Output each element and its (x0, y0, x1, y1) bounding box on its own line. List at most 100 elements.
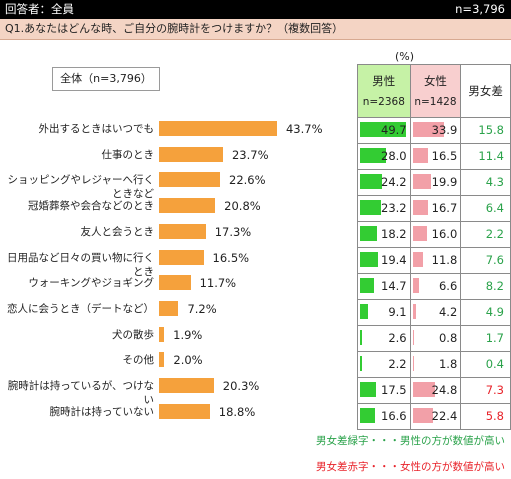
female-bar (412, 304, 417, 319)
overall-bar (159, 275, 191, 291)
female-bar (412, 122, 444, 137)
category-label: 恋人に会うとき（デートなど） (7, 302, 154, 315)
overall-bar (159, 223, 206, 239)
table-row: 28.0 16.5 11.4 (357, 143, 511, 170)
female-value: 16.5 (431, 149, 458, 163)
diff-cell: 7.3 (460, 377, 511, 404)
female-cell: 33.9 (409, 117, 462, 144)
diff-cell: 1.7 (460, 325, 511, 352)
male-bar (360, 330, 363, 345)
diff-label: 男女差 (468, 84, 503, 98)
diff-value: 11.4 (478, 149, 504, 163)
category-label: ショッピングやレジャーへ行くときなど (7, 174, 154, 201)
diff-value: 6.4 (485, 201, 504, 215)
overall-bar (159, 403, 210, 419)
table-row: 49.7 33.9 15.8 (357, 117, 511, 144)
male-value: 2.6 (388, 331, 407, 345)
male-bar (360, 408, 376, 423)
category-label: 腕時計は持っているが、つけない (7, 380, 154, 406)
overall-bar (159, 172, 221, 188)
female-bar (412, 200, 428, 215)
female-bar (412, 408, 434, 423)
female-cell: 24.8 (409, 377, 462, 404)
female-cell: 4.2 (409, 299, 462, 326)
male-value: 19.4 (381, 253, 407, 267)
male-cell: 23.2 (357, 195, 411, 222)
female-bar (412, 382, 436, 397)
table-row: 16.6 22.4 5.8 (357, 403, 511, 430)
female-label: 女性 (423, 74, 447, 88)
table-row: 14.7 6.6 8.2 (357, 273, 511, 300)
overall-bar (159, 249, 204, 265)
gender-table: 男性 n=2368 女性 n=1428 男女差 49.7 33.9 15.8 28.0… (357, 64, 511, 430)
male-value: 28.0 (381, 149, 407, 163)
category-label: ウォーキングやジョギング (28, 277, 154, 290)
female-bar (412, 278, 419, 293)
overall-value: 2.0% (173, 353, 203, 368)
female-value: 24.8 (431, 383, 458, 397)
female-cell: 16.5 (409, 143, 462, 170)
male-value: 24.2 (381, 175, 407, 189)
overall-value: 7.2% (187, 301, 217, 316)
male-cell: 16.6 (357, 403, 411, 430)
male-bar (360, 122, 406, 137)
female-n: n=1428 (414, 96, 457, 108)
male-header: 男性 n=2368 (357, 64, 411, 118)
overall-bar (159, 326, 165, 342)
female-value: 0.8 (438, 331, 458, 345)
male-value: 18.2 (381, 227, 407, 241)
diff-value: 7.6 (485, 253, 504, 267)
overall-bar (159, 146, 223, 162)
female-value: 22.4 (431, 409, 458, 423)
category-label: 仕事のとき (101, 148, 155, 161)
table-row: 23.2 16.7 6.4 (357, 195, 511, 222)
diff-value: 4.3 (485, 175, 504, 189)
male-label: 男性 (372, 74, 396, 88)
female-value: 1.8 (438, 357, 458, 371)
male-cell: 14.7 (357, 273, 411, 300)
overall-value: 20.3% (222, 379, 260, 393)
male-bar (360, 148, 386, 163)
male-bar (360, 174, 383, 189)
female-value: 19.9 (431, 175, 458, 189)
diff-value: 1.7 (485, 331, 504, 345)
category-label: 冠婚葬祭や会合などのとき (28, 200, 154, 213)
male-value: 14.7 (381, 279, 407, 293)
table-row: 2.6 0.8 1.7 (357, 325, 511, 352)
diff-value: 5.8 (485, 409, 504, 423)
female-bar (412, 226, 428, 241)
male-cell: 24.2 (357, 169, 411, 196)
category-label: 外出するときはいつでも (38, 123, 155, 135)
question-bar: Q1.あなたはどんな時、ご自分の腕時計をつけますか？（複数回答） (0, 19, 511, 40)
diff-cell: 4.9 (460, 299, 511, 326)
table-row: 2.2 1.8 0.4 (357, 351, 511, 378)
table-row: 24.2 19.9 4.3 (357, 169, 511, 196)
overall-value: 43.7% (285, 122, 323, 136)
male-cell: 49.7 (357, 117, 411, 144)
table-header-row: 男性 n=2368 女性 n=1428 男女差 (357, 64, 511, 118)
overall-bar (159, 300, 179, 316)
female-cell: 16.0 (409, 221, 462, 248)
overall-bar (159, 378, 214, 393)
male-bar (360, 252, 378, 267)
overall-value: 23.7% (231, 147, 269, 162)
female-cell: 1.8 (409, 351, 462, 378)
female-cell: 11.8 (409, 247, 462, 274)
overall-value: 22.6% (229, 173, 266, 188)
male-bar (360, 226, 377, 241)
male-value: 2.2 (388, 357, 407, 371)
female-value: 33.9 (431, 123, 458, 137)
diff-cell: 15.8 (460, 117, 511, 144)
diff-value: 2.2 (485, 227, 504, 241)
overall-bar (159, 121, 277, 136)
male-bar (360, 382, 377, 397)
male-value: 17.5 (381, 383, 407, 397)
overall-value: 11.7% (199, 276, 237, 291)
female-value: 4.2 (438, 305, 458, 319)
total-n: n=3,796 (455, 2, 505, 16)
female-bar (412, 252, 424, 267)
overall-value: 20.8% (224, 199, 261, 214)
male-cell: 17.5 (357, 377, 411, 404)
diff-header: 男女差 (460, 64, 511, 118)
male-cell: 19.4 (357, 247, 411, 274)
